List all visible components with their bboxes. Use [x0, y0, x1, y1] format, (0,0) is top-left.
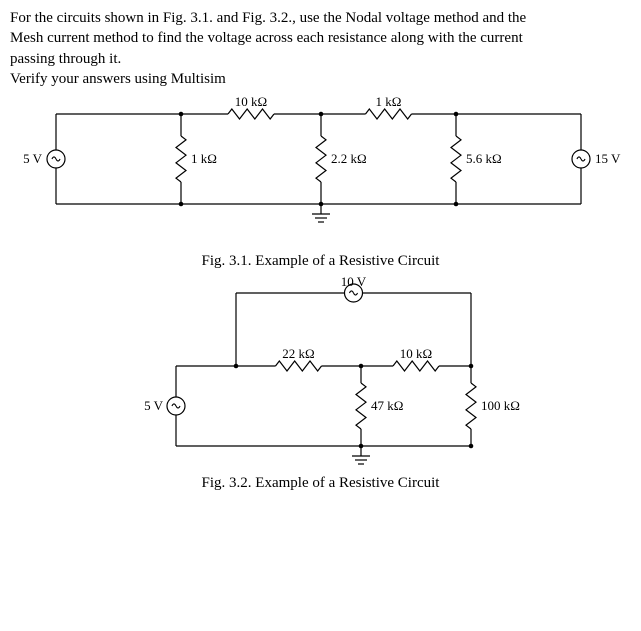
- svg-text:100 kΩ: 100 kΩ: [481, 398, 520, 413]
- problem-statement: For the circuits shown in Fig. 3.1. and …: [10, 8, 631, 89]
- svg-text:10 V: 10 V: [340, 274, 366, 289]
- circuit-fig-3-1: 10 kΩ 1 kΩ 5 V 15 V 1 kΩ 2.2 kΩ 5.6 kΩ: [16, 89, 626, 249]
- svg-text:1 kΩ: 1 kΩ: [375, 94, 401, 109]
- problem-line: Verify your answers using Multisim: [10, 69, 631, 89]
- svg-text:47 kΩ: 47 kΩ: [371, 398, 403, 413]
- svg-text:5.6 kΩ: 5.6 kΩ: [466, 151, 502, 166]
- problem-line: Mesh current method to find the voltage …: [10, 28, 631, 48]
- svg-text:10 kΩ: 10 kΩ: [399, 346, 431, 361]
- figure-caption-2: Fig. 3.2. Example of a Resistive Circuit: [10, 473, 631, 493]
- problem-line: passing through it.: [10, 49, 631, 69]
- svg-text:2.2 kΩ: 2.2 kΩ: [331, 151, 367, 166]
- svg-text:22 kΩ: 22 kΩ: [282, 346, 314, 361]
- circuit-fig-3-2: 10 V 22 kΩ 10 kΩ 5 V 47 kΩ 100 kΩ: [51, 271, 591, 471]
- svg-text:10 kΩ: 10 kΩ: [234, 94, 266, 109]
- svg-text:1 kΩ: 1 kΩ: [191, 151, 217, 166]
- svg-text:5 V: 5 V: [144, 398, 164, 413]
- problem-line: For the circuits shown in Fig. 3.1. and …: [10, 8, 631, 28]
- figure-caption-1: Fig. 3.1. Example of a Resistive Circuit: [10, 251, 631, 271]
- svg-text:5 V: 5 V: [23, 151, 43, 166]
- svg-text:15 V: 15 V: [595, 151, 621, 166]
